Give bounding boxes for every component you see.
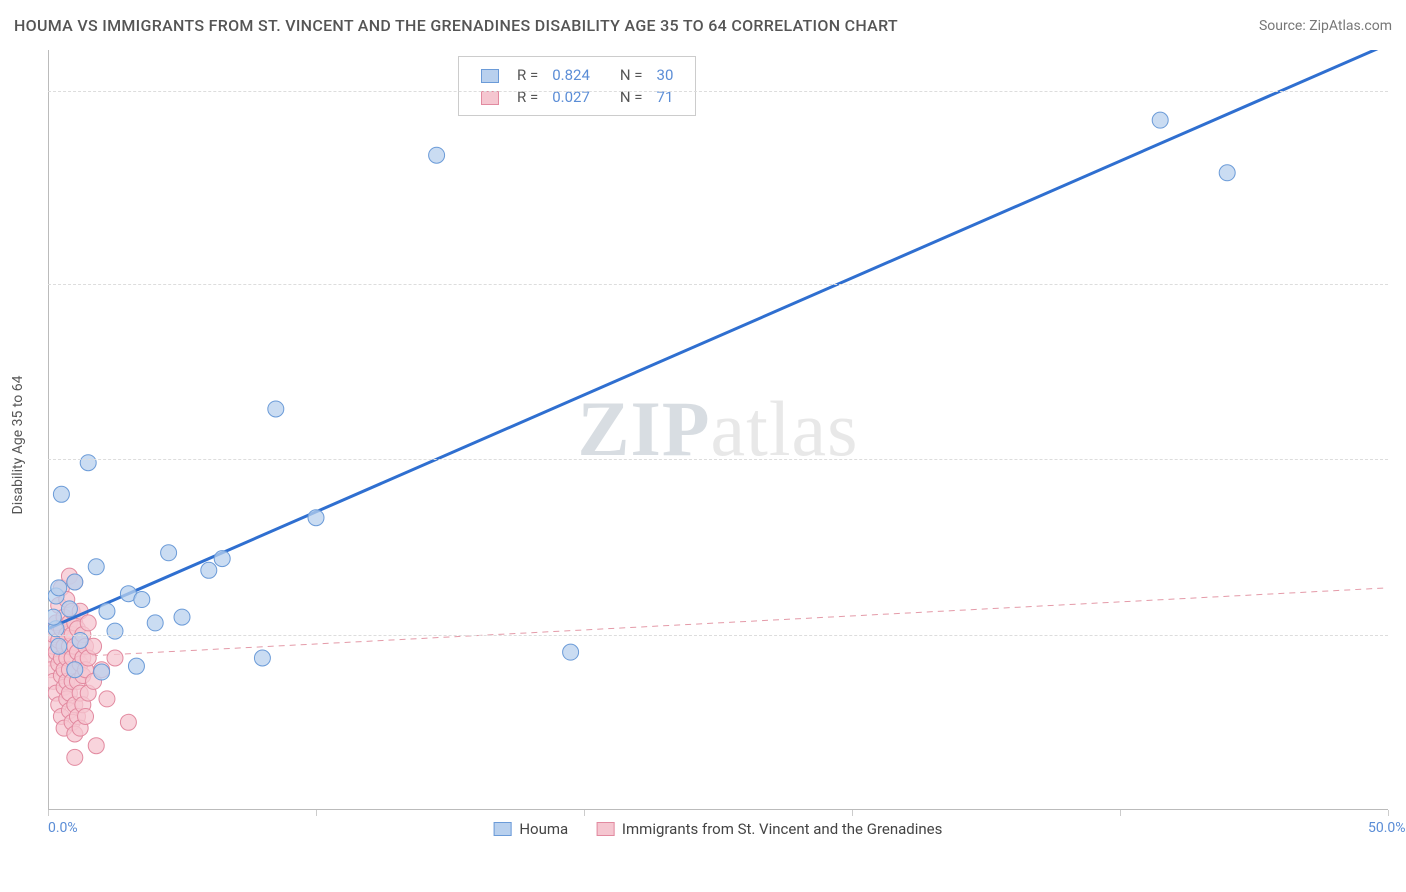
legend-n-label: N = — [614, 65, 649, 85]
correlation-legend: R =0.824N =30R =0.027N =71 — [458, 56, 696, 116]
data-point — [201, 562, 217, 578]
data-point — [161, 545, 177, 561]
scatter-plot — [48, 50, 1388, 810]
data-point — [1219, 165, 1235, 181]
legend-item: Houma — [494, 819, 569, 837]
data-point — [174, 609, 190, 625]
data-point — [67, 749, 83, 765]
data-point — [88, 738, 104, 754]
x-tick — [1120, 810, 1121, 816]
data-point — [563, 644, 579, 660]
data-point — [78, 708, 94, 724]
data-point — [134, 592, 150, 608]
data-point — [128, 658, 144, 674]
grid-line — [48, 635, 1388, 636]
data-point — [53, 486, 69, 502]
legend-item: Immigrants from St. Vincent and the Gren… — [596, 819, 942, 837]
plot-area: Disability Age 35 to 64 ZIPatlas R =0.82… — [48, 50, 1388, 840]
x-tick — [1388, 810, 1389, 816]
y-tick-label: 15.0% — [1393, 627, 1406, 643]
source-label: Source: ZipAtlas.com — [1259, 18, 1392, 34]
data-point — [99, 691, 115, 707]
grid-line — [48, 459, 1388, 460]
x-tick — [48, 810, 49, 816]
y-tick-label: 45.0% — [1393, 276, 1406, 292]
data-point — [214, 551, 230, 567]
data-point — [48, 609, 61, 625]
data-point — [88, 559, 104, 575]
data-point — [429, 147, 445, 163]
legend-label: Immigrants from St. Vincent and the Gren… — [622, 820, 942, 838]
legend-swatch — [481, 91, 499, 105]
legend-label: Houma — [519, 820, 568, 838]
legend-n-value: 30 — [651, 65, 680, 85]
data-point — [51, 580, 67, 596]
data-point — [67, 662, 83, 678]
data-point — [107, 650, 123, 666]
data-point — [120, 714, 136, 730]
data-point — [67, 574, 83, 590]
data-point — [1152, 112, 1168, 128]
trend-line — [48, 588, 1388, 658]
data-point — [147, 615, 163, 631]
legend-row: R =0.824 N =30 — [475, 65, 679, 85]
legend-swatch — [494, 822, 512, 836]
x-tick — [852, 810, 853, 816]
legend-swatch — [596, 822, 614, 836]
chart-title: HOUMA VS IMMIGRANTS FROM ST. VINCENT AND… — [14, 16, 898, 35]
data-point — [80, 615, 96, 631]
data-point — [268, 401, 284, 417]
x-tick-label: 0.0% — [48, 820, 78, 836]
x-tick — [584, 810, 585, 816]
data-point — [107, 623, 123, 639]
data-point — [99, 603, 115, 619]
data-point — [51, 638, 67, 654]
legend-r-label: R = — [511, 65, 544, 85]
series-legend: Houma Immigrants from St. Vincent and th… — [494, 818, 943, 838]
legend-swatch — [481, 69, 499, 83]
data-point — [94, 664, 110, 680]
data-point — [254, 650, 270, 666]
grid-line — [48, 284, 1388, 285]
data-point — [61, 601, 77, 617]
trend-line — [48, 50, 1388, 629]
x-tick-label: 50.0% — [1368, 820, 1406, 836]
title-bar: HOUMA VS IMMIGRANTS FROM ST. VINCENT AND… — [14, 16, 1392, 35]
data-point — [80, 455, 96, 471]
legend-table: R =0.824N =30R =0.027N =71 — [473, 63, 681, 109]
y-tick-label: 30.0% — [1393, 451, 1406, 467]
y-axis-label: Disability Age 35 to 64 — [10, 376, 26, 515]
y-tick-label: 60.0% — [1393, 83, 1406, 99]
legend-r-value: 0.824 — [546, 65, 596, 85]
grid-line — [48, 91, 1388, 92]
data-point — [308, 510, 324, 526]
x-tick — [316, 810, 317, 816]
